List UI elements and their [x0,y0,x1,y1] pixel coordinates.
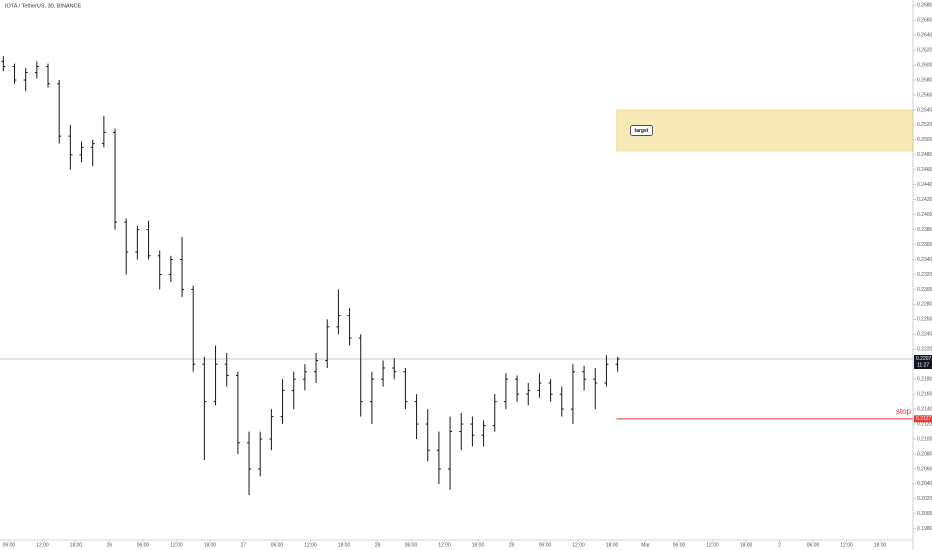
stop-price-label: 0.2127 [916,416,932,422]
y-tick-label: 0.2500 [917,137,932,143]
x-tick-label: 28 [375,542,381,548]
y-tick-label: 0.2480 [917,152,932,158]
x-tick-label: 06:00 [539,542,552,548]
countdown-label: 11:27 [917,362,929,368]
y-tick-label: 0.2340 [917,257,932,263]
y-tick-label: 0.2240 [917,332,932,338]
x-tick-label: 12:00 [840,542,853,548]
y-tick-label: 0.2460 [917,167,932,173]
y-tick-label: 0.2420 [917,197,932,203]
x-tick-label: 2 [778,542,781,548]
last-price-tag [914,355,932,370]
target-label: target [635,128,649,134]
y-tick-label: 0.2360 [917,242,932,248]
x-tick-label: 18:00 [606,542,619,548]
y-tick-label: 0.2400 [917,212,932,218]
x-tick-label: 06:00 [271,542,284,548]
y-tick-label: 0.2520 [917,122,932,128]
y-tick-label: 0.2280 [917,302,932,308]
y-tick-label: 0.2120 [917,421,932,427]
y-tick-label: 0.2540 [917,107,932,113]
last-price-label: 0.2207 [916,356,932,362]
y-tick-label: 0.2380 [917,227,932,233]
x-tick-label: 06:00 [405,542,418,548]
x-tick-label: 27 [241,542,247,548]
y-tick-label: 0.2560 [917,92,932,98]
y-tick-label: 0.2100 [917,436,932,442]
y-tick-label: 0.2640 [917,32,932,38]
x-tick-label: 18:00 [70,542,83,548]
x-tick-label: 18:00 [338,542,351,548]
x-tick-label: 29 [509,542,515,548]
x-tick-label: 12:00 [304,542,317,548]
y-tick-label: 0.2320 [917,272,932,278]
y-tick-label: 0.2060 [917,466,932,472]
x-tick-label: 06:00 [3,542,16,548]
y-tick-label: 0.2680 [917,3,932,9]
y-tick-label: 0.2140 [917,406,932,412]
y-tick-label: 0.2440 [917,182,932,188]
x-tick-label: Mar [641,542,650,548]
y-tick-label: 0.2300 [917,287,932,293]
x-tick-label: 12:00 [170,542,183,548]
x-tick-label: 12:00 [572,542,585,548]
target-label-box [630,125,653,136]
x-tick-label: 06:00 [807,542,820,548]
y-tick-label: 0.2000 [917,511,932,517]
y-tick-label: 0.2180 [917,377,932,383]
x-tick-label: 26 [107,542,113,548]
y-tick-label: 0.2160 [917,391,932,397]
x-tick-label: 18:00 [472,542,485,548]
y-tick-label: 0.2600 [917,62,932,68]
x-tick-label: 18:00 [874,542,887,548]
y-tick-label: 0.2020 [917,496,932,502]
x-tick-label: 06:00 [137,542,150,548]
stop-price-tag [914,415,932,423]
x-tick-label: 12:00 [706,542,719,548]
y-tick-label: 0.2040 [917,481,932,487]
x-tick-label: 12:00 [36,542,49,548]
x-tick-label: 12:00 [438,542,451,548]
y-tick-label: 0.2080 [917,451,932,457]
chart-title: IOTA / TetherUS, 30, BINANCE [5,3,82,9]
y-tick-label: 0.1980 [917,526,932,532]
y-tick-label: 0.2260 [917,317,932,323]
x-tick-label: 06:00 [673,542,686,548]
stop-label: stop [896,407,912,416]
y-tick-label: 0.2660 [917,18,932,24]
x-tick-label: 18:00 [204,542,217,548]
y-tick-label: 0.2220 [917,347,932,353]
x-tick-label: 18:00 [740,542,753,548]
y-tick-label: 0.2620 [917,47,932,53]
y-tick-label: 0.2580 [917,77,932,83]
target-zone [616,109,914,152]
